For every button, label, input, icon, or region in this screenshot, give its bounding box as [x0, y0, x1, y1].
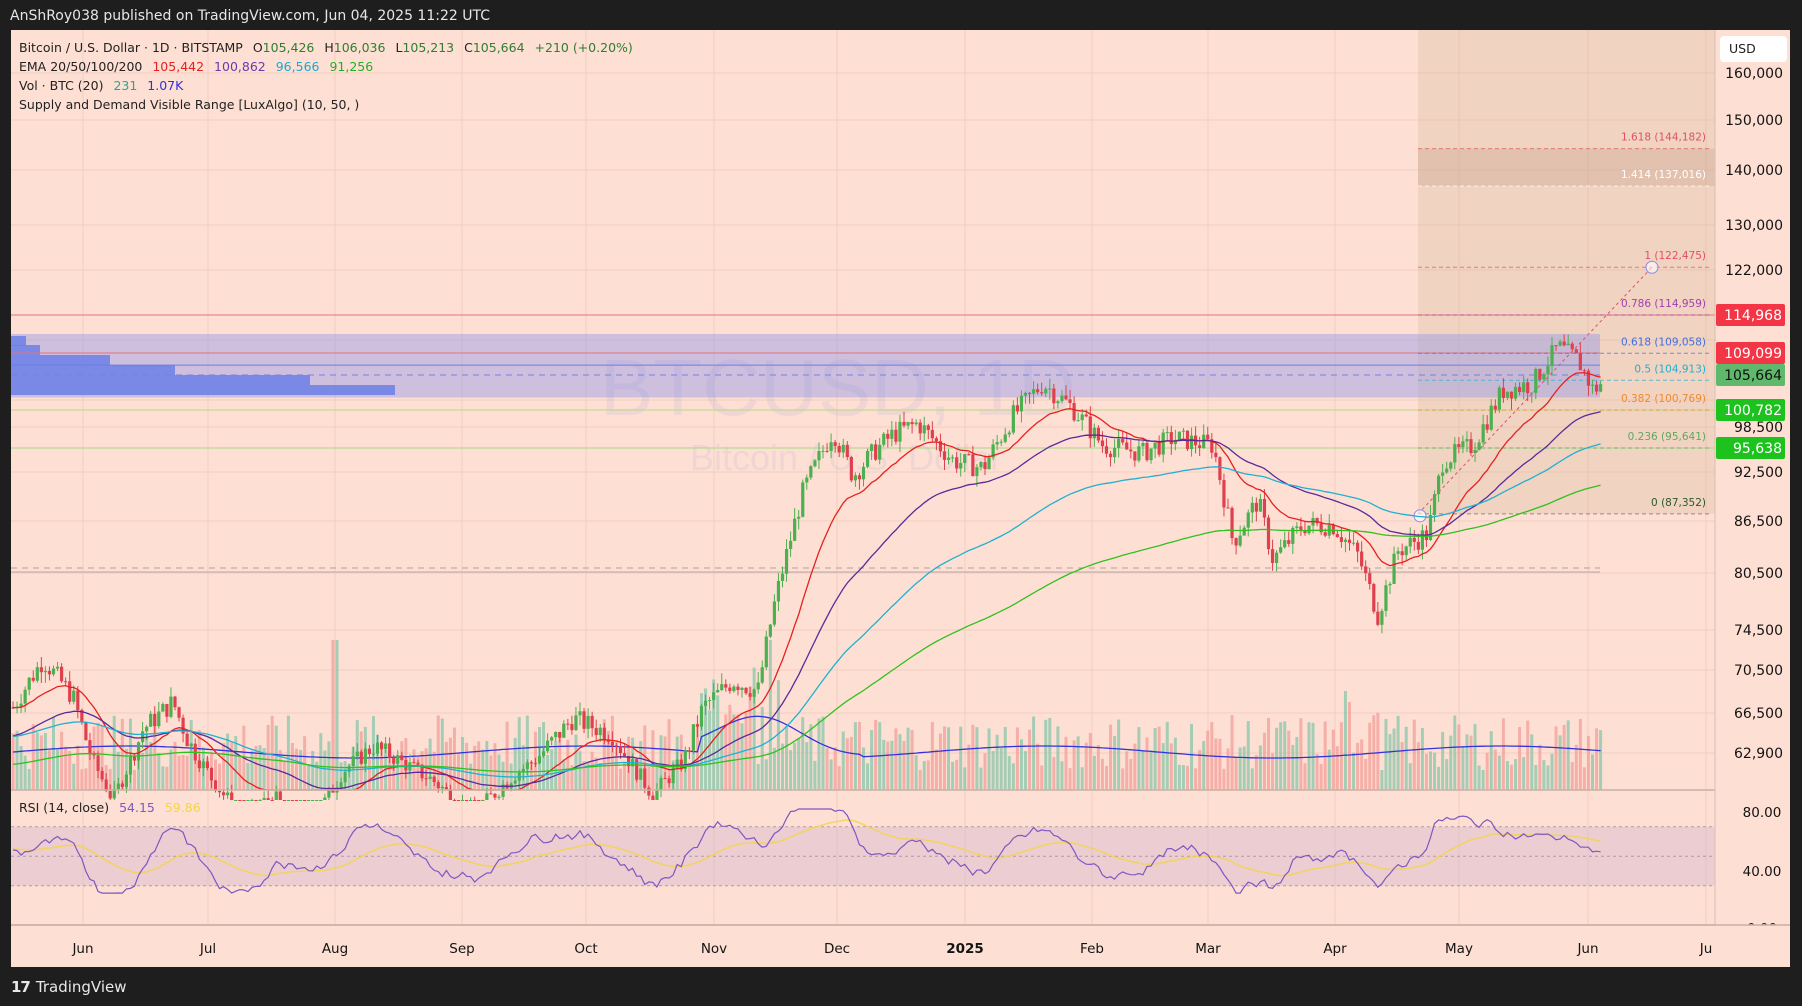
symbol-row: Bitcoin / U.S. Dollar · 1D · BITSTAMP O1…: [19, 38, 639, 57]
svg-text:Feb: Feb: [1080, 941, 1104, 957]
ema100-value: 96,566: [275, 59, 320, 74]
svg-text:BTCUSD, 1D: BTCUSD, 1D: [600, 343, 1076, 432]
rsi-legend[interactable]: RSI (14, close) 54.15 59.86: [19, 800, 207, 815]
svg-text:0.5 (104,913): 0.5 (104,913): [1634, 363, 1706, 375]
svg-text:Apr: Apr: [1323, 941, 1347, 957]
chart-legend: Bitcoin / U.S. Dollar · 1D · BITSTAMP O1…: [19, 38, 639, 114]
ohlc-low: L105,213: [395, 40, 455, 55]
svg-text:Jun: Jun: [1576, 941, 1598, 957]
svg-text:80.00: 80.00: [1743, 805, 1782, 821]
volume-value: 231: [113, 78, 138, 93]
svg-text:Aug: Aug: [322, 941, 348, 957]
svg-text:130,000: 130,000: [1725, 218, 1783, 234]
svg-text:160,000: 160,000: [1725, 66, 1783, 82]
svg-text:40.00: 40.00: [1743, 864, 1782, 880]
svg-text:Ju: Ju: [1699, 941, 1713, 957]
tradingview-logo-icon: 𝟭𝟳: [11, 978, 31, 996]
indicator-label: Supply and Demand Visible Range [LuxAlgo…: [19, 97, 360, 112]
chart-frame[interactable]: [11, 30, 1790, 967]
indicator-row[interactable]: Supply and Demand Visible Range [LuxAlgo…: [19, 95, 639, 114]
ema20-value: 105,442: [152, 59, 205, 74]
svg-text:0.382 (100,769): 0.382 (100,769): [1621, 393, 1706, 405]
volume-row[interactable]: Vol · BTC (20) 231 1.07K: [19, 76, 639, 95]
svg-text:70,500: 70,500: [1734, 663, 1783, 679]
price-change: +210 (+0.20%): [534, 40, 633, 55]
ohlc-close: C105,664: [464, 40, 525, 55]
rsi-value: 54.15: [119, 800, 155, 815]
footer: 𝟭𝟳 TradingView: [11, 975, 127, 999]
svg-text:1.618 (144,182): 1.618 (144,182): [1621, 132, 1706, 144]
svg-text:Dec: Dec: [824, 941, 850, 957]
svg-text:Oct: Oct: [574, 941, 597, 957]
ohlc-open: O105,426: [252, 40, 315, 55]
svg-text:May: May: [1445, 941, 1473, 957]
symbol-title[interactable]: Bitcoin / U.S. Dollar · 1D · BITSTAMP: [19, 40, 243, 55]
svg-text:74,500: 74,500: [1734, 623, 1783, 639]
svg-text:Nov: Nov: [701, 941, 727, 957]
svg-text:80,500: 80,500: [1734, 566, 1783, 582]
svg-text:0 (87,352): 0 (87,352): [1651, 497, 1706, 509]
svg-text:1.414 (137,016): 1.414 (137,016): [1621, 169, 1706, 181]
rsi-ma-value: 59.86: [164, 800, 201, 815]
svg-text:105,664: 105,664: [1724, 368, 1782, 384]
volume-label: Vol · BTC (20): [19, 78, 104, 93]
svg-text:100,782: 100,782: [1724, 403, 1782, 419]
svg-text:Sep: Sep: [449, 941, 474, 957]
svg-text:0.236 (95,641): 0.236 (95,641): [1628, 431, 1706, 443]
svg-text:122,000: 122,000: [1725, 263, 1783, 279]
svg-text:86,500: 86,500: [1734, 514, 1783, 530]
svg-text:Mar: Mar: [1195, 941, 1221, 957]
svg-text:114,968: 114,968: [1724, 308, 1782, 324]
rsi-label: RSI (14, close): [19, 800, 110, 815]
svg-text:Jul: Jul: [199, 941, 216, 957]
svg-text:1 (122,475): 1 (122,475): [1644, 250, 1706, 262]
svg-text:0.786 (114,959): 0.786 (114,959): [1621, 298, 1706, 310]
ema50-value: 100,862: [214, 59, 266, 74]
volume-ma-value: 1.07K: [147, 78, 184, 93]
svg-text:2025: 2025: [946, 941, 984, 957]
svg-text:62,900: 62,900: [1734, 746, 1783, 762]
svg-text:0.618 (109,058): 0.618 (109,058): [1621, 336, 1706, 348]
svg-text:95,638: 95,638: [1733, 441, 1782, 457]
svg-text:66,500: 66,500: [1734, 706, 1783, 722]
ema-label: EMA 20/50/100/200: [19, 59, 143, 74]
published-header: AnShRoy038 published on TradingView.com,…: [10, 8, 490, 24]
svg-text:140,000: 140,000: [1725, 163, 1783, 179]
svg-text:Bitcoin / U.S. Dollar: Bitcoin / U.S. Dollar: [690, 437, 1002, 478]
ema-row[interactable]: EMA 20/50/100/200 105,442 100,862 96,566…: [19, 57, 639, 76]
svg-text:98,500: 98,500: [1734, 420, 1783, 436]
brand-name: TradingView: [35, 978, 127, 996]
ema200-value: 91,256: [329, 59, 374, 74]
svg-text:109,099: 109,099: [1724, 346, 1782, 362]
currency-button[interactable]: USD: [1720, 36, 1787, 62]
svg-text:150,000: 150,000: [1725, 113, 1783, 129]
ohlc-high: H106,036: [324, 40, 386, 55]
svg-text:92,500: 92,500: [1734, 465, 1783, 481]
svg-text:Jun: Jun: [71, 941, 93, 957]
